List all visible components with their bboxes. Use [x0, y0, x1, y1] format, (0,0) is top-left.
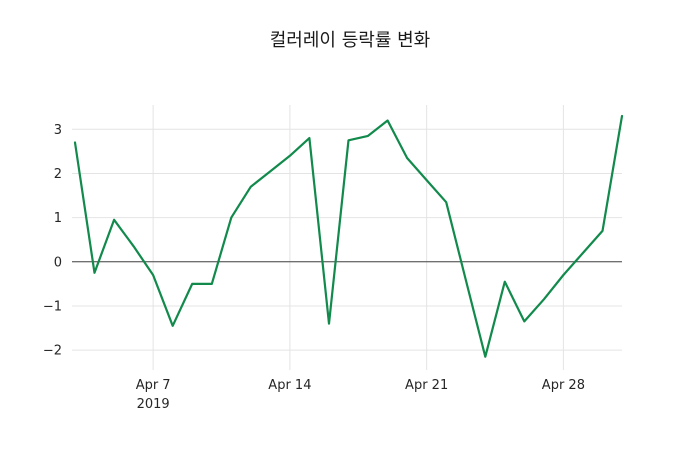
x-tick-year-label: 2019 [137, 397, 170, 412]
y-tick-label: 3 [54, 123, 62, 138]
y-tick-label: −1 [43, 299, 62, 314]
y-tick-label: 1 [54, 211, 62, 226]
x-tick-label: Apr 14 [268, 378, 311, 393]
x-tick-label: Apr 7 [136, 378, 171, 393]
y-tick-label: 2 [54, 167, 62, 182]
x-tick-label: Apr 28 [542, 378, 585, 393]
y-tick-label: −2 [43, 344, 62, 359]
series-line [73, 114, 624, 358]
x-tick-label: Apr 21 [405, 378, 448, 393]
chart-title: 컬러레이 등락률 변화 [269, 30, 431, 51]
y-tick-label: 0 [54, 255, 62, 270]
